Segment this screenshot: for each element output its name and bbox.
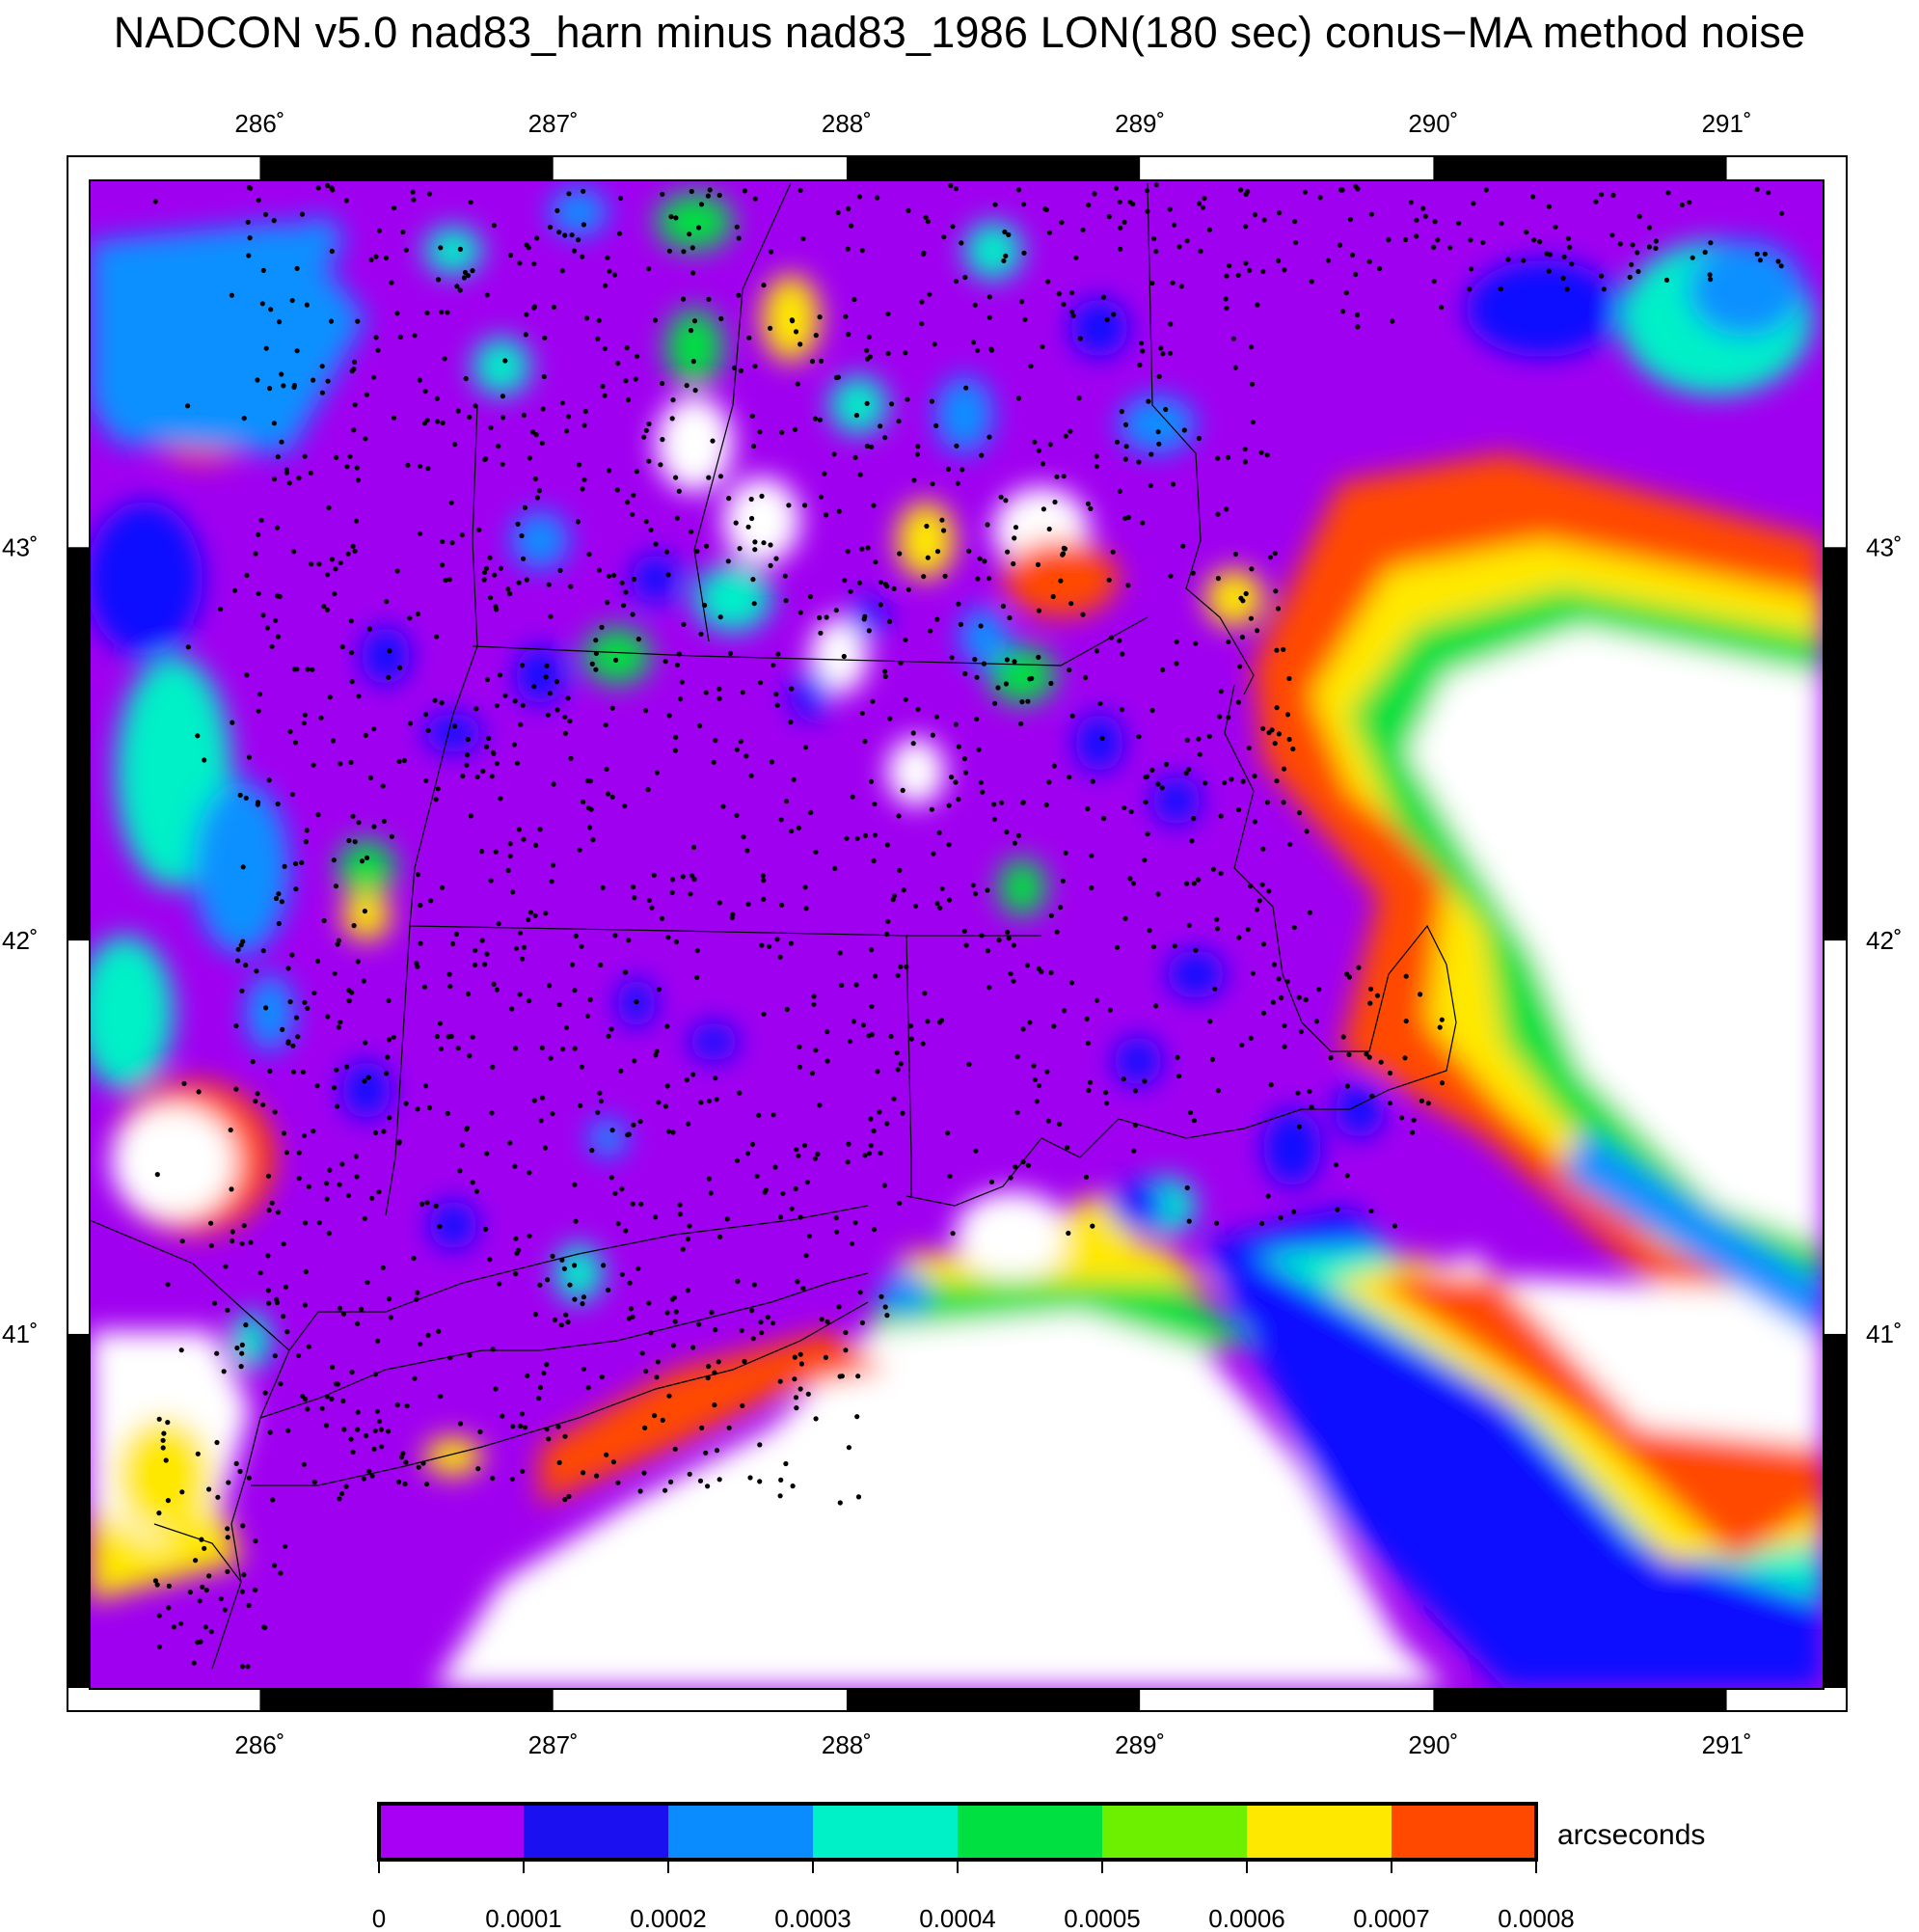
lon-tick-label-top: 286˚ <box>234 109 284 138</box>
colorbar-swatch <box>1247 1804 1392 1860</box>
colorbar-tick-label: 0 <box>372 1904 386 1932</box>
colorbar-swatch <box>1392 1804 1536 1860</box>
lon-tick-label-top: 288˚ <box>822 109 872 138</box>
colorbar-swatch <box>379 1804 524 1860</box>
lat-tick-label-left: 43˚ <box>2 532 39 561</box>
colorbar-swatch <box>524 1804 668 1860</box>
colorbar-tick-label: 0.0002 <box>630 1904 707 1932</box>
lat-tick-label-right: 43˚ <box>1866 532 1903 561</box>
frame-bar-right <box>1824 1333 1846 1688</box>
colorbar-units-label: arcseconds <box>1557 1819 1705 1851</box>
frame-bar-bottom <box>259 1689 554 1710</box>
lon-tick-label-bottom: 290˚ <box>1408 1730 1458 1759</box>
colorbar-tick-label: 0.0006 <box>1208 1904 1285 1932</box>
lon-tick-label-bottom: 288˚ <box>822 1730 872 1759</box>
lat-tick-label-left: 41˚ <box>2 1320 39 1348</box>
noise-field-raster <box>90 181 1824 1688</box>
map-frame <box>67 155 1848 1712</box>
lon-tick-label-bottom: 291˚ <box>1702 1730 1752 1759</box>
lon-tick-label-top: 287˚ <box>528 109 579 138</box>
colorbar-tick-label: 0.0003 <box>774 1904 851 1932</box>
colorbar-tick-label: 0.0004 <box>919 1904 996 1932</box>
lat-tick-label-right: 41˚ <box>1866 1320 1903 1348</box>
frame-bar-left <box>68 547 90 941</box>
lon-tick-label-bottom: 287˚ <box>528 1730 579 1759</box>
lon-tick-label-bottom: 289˚ <box>1115 1730 1165 1759</box>
lat-tick-label-left: 42˚ <box>2 926 39 955</box>
lon-tick-label-top: 289˚ <box>1115 109 1165 138</box>
frame-bar-left <box>68 1333 90 1688</box>
colorbar: 0 0.0001 0.0002 0.0003 0.0004 0.0005 0.0006 0.0… <box>372 1802 1575 1932</box>
colorbar-tick-label: 0.0005 <box>1064 1904 1141 1932</box>
lat-tick-label-right: 42˚ <box>1866 926 1903 955</box>
colorbar-swatch <box>1102 1804 1247 1860</box>
lon-tick-label-top: 291˚ <box>1702 109 1752 138</box>
frame-bar-top <box>259 157 554 180</box>
colorbar-tick-label: 0.0007 <box>1353 1904 1430 1932</box>
coastline-and-borders <box>90 182 1457 1670</box>
frame-bar-right <box>1824 547 1846 941</box>
colorbar-tick-label: 0.0001 <box>485 1904 562 1932</box>
station-dots <box>152 182 1785 1670</box>
colorbar-swatch <box>958 1804 1102 1860</box>
frame-bar-bottom <box>1433 1689 1727 1710</box>
frame-bar-top <box>846 157 1141 180</box>
frame-bar-bottom <box>846 1689 1141 1710</box>
colorbar-swatch <box>813 1804 958 1860</box>
lon-tick-label-top: 290˚ <box>1408 109 1458 138</box>
colorbar-tick-label: 0.0008 <box>1498 1904 1575 1932</box>
map-title: NADCON v5.0 nad83_harn minus nad83_1986 … <box>113 8 1806 57</box>
colorbar-swatch <box>668 1804 813 1860</box>
lon-tick-label-bottom: 286˚ <box>234 1730 284 1759</box>
frame-bar-top <box>1433 157 1727 180</box>
